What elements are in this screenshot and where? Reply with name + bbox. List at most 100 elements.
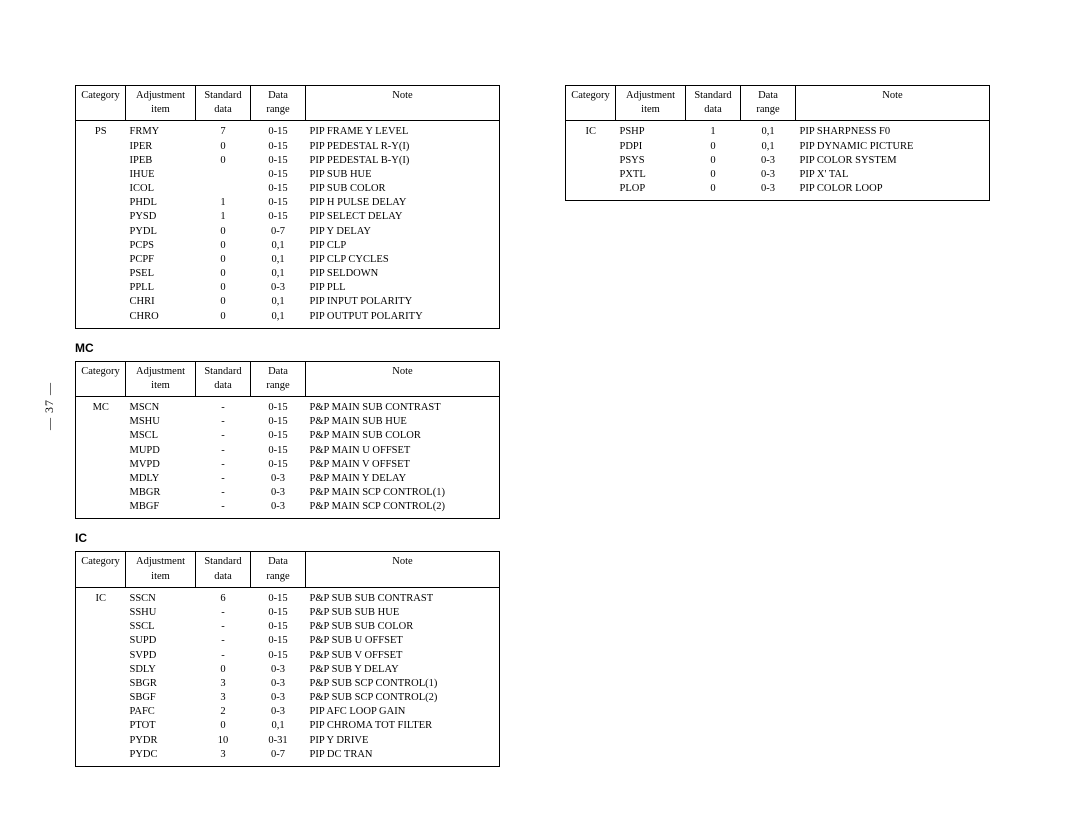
table-cell (76, 634, 126, 648)
table-header: Note (796, 86, 990, 121)
table-cell: PSYS (616, 154, 686, 168)
table-cell (76, 239, 126, 253)
table-cell (76, 168, 126, 182)
table-cell: 0 (196, 253, 251, 267)
table-cell: P&P SUB V OFFSET (306, 649, 500, 663)
table-cell (76, 734, 126, 748)
table-cell: 0-3 (741, 168, 796, 182)
table-row: PSEL00,1PIP SELDOWN (76, 267, 500, 281)
table-header: Adjustmentitem (126, 361, 196, 396)
table-cell: 0-15 (251, 140, 306, 154)
table-cell: MBGR (126, 486, 196, 500)
table-cell: P&P SUB SUB COLOR (306, 620, 500, 634)
table-cell: 0,1 (741, 121, 796, 140)
table-cell: PIP PEDESTAL R-Y(I) (306, 140, 500, 154)
table-header: Datarange (251, 86, 306, 121)
table-cell: - (196, 444, 251, 458)
table-cell (566, 168, 616, 182)
table-cell: IHUE (126, 168, 196, 182)
table-cell: 0-15 (251, 620, 306, 634)
table-cell: SVPD (126, 649, 196, 663)
table-ic1: CategoryAdjustmentitemStandarddataDatara… (75, 551, 500, 766)
table-cell (76, 415, 126, 429)
table-cell: PIP INPUT POLARITY (306, 295, 500, 309)
table-row: MUPD-0-15P&P MAIN U OFFSET (76, 444, 500, 458)
table-cell: PIP DYNAMIC PICTURE (796, 140, 990, 154)
table-row: PTOT00,1PIP CHROMA TOT FILTER (76, 719, 500, 733)
table-cell: 0 (686, 182, 741, 201)
table-cell: CHRO (126, 310, 196, 329)
table-row: PAFC20-3PIP AFC LOOP GAIN (76, 705, 500, 719)
table-cell: 0,1 (251, 267, 306, 281)
table-header: Datarange (251, 552, 306, 587)
table-cell: P&P MAIN V OFFSET (306, 458, 500, 472)
table-cell: 0 (196, 310, 251, 329)
table-cell: 0 (196, 239, 251, 253)
table-row: ICOL0-15PIP SUB COLOR (76, 182, 500, 196)
table-cell: 0-15 (251, 649, 306, 663)
table-cell: 3 (196, 677, 251, 691)
table-cell: P&P SUB SUB CONTRAST (306, 587, 500, 606)
table-cell: PYDC (126, 748, 196, 767)
table-cell: PCPF (126, 253, 196, 267)
table-cell: P&P SUB SCP CONTROL(1) (306, 677, 500, 691)
table-row: MBGR-0-3P&P MAIN SCP CONTROL(1) (76, 486, 500, 500)
table-cell (76, 748, 126, 767)
table-cell: 0-3 (251, 281, 306, 295)
left-column: CategoryAdjustmentitemStandarddataDatara… (75, 85, 500, 767)
table-cell: 0 (196, 719, 251, 733)
table-row: PDPI00,1PIP DYNAMIC PICTURE (566, 140, 990, 154)
table-cell: SDLY (126, 663, 196, 677)
table-cell: 0 (196, 140, 251, 154)
table-cell: MUPD (126, 444, 196, 458)
table-cell: - (196, 606, 251, 620)
table-cell: PDPI (616, 140, 686, 154)
table-header: Standarddata (196, 86, 251, 121)
table-cell: 0 (196, 663, 251, 677)
table-cell (76, 663, 126, 677)
table-row: CHRI00,1PIP INPUT POLARITY (76, 295, 500, 309)
table-cell: PIP PEDESTAL B-Y(I) (306, 154, 500, 168)
table-cell: 0-15 (251, 182, 306, 196)
table-cell: IPER (126, 140, 196, 154)
table-cell: 0-3 (251, 500, 306, 519)
table-cell (76, 429, 126, 443)
table-header: Adjustmentitem (126, 552, 196, 587)
table-cell: 0-7 (251, 748, 306, 767)
table-cell: PYDR (126, 734, 196, 748)
table-ic2: CategoryAdjustmentitemStandarddataDatara… (565, 85, 990, 201)
table-cell: 0-3 (251, 677, 306, 691)
page-number: — 37 — (42, 382, 57, 430)
table-cell: 0-15 (251, 121, 306, 140)
table-cell (76, 719, 126, 733)
table-cell: PSEL (126, 267, 196, 281)
table-row: PCPF00,1PIP CLP CYCLES (76, 253, 500, 267)
table-cell: 0-7 (251, 225, 306, 239)
table-row: PYDR100-31PIP Y DRIVE (76, 734, 500, 748)
table-header: Note (306, 552, 500, 587)
table-cell: 0 (686, 154, 741, 168)
table-header: Standarddata (686, 86, 741, 121)
table-cell: - (196, 429, 251, 443)
table-header: Note (306, 361, 500, 396)
table-row: SBGR30-3P&P SUB SCP CONTROL(1) (76, 677, 500, 691)
table-cell: 0-15 (251, 587, 306, 606)
table-cell: 2 (196, 705, 251, 719)
table-cell: IC (566, 121, 616, 140)
table-row: PHDL10-15PIP H PULSE DELAY (76, 196, 500, 210)
table-cell: 0,1 (251, 719, 306, 733)
table-row: ICSSCN60-15P&P SUB SUB CONTRAST (76, 587, 500, 606)
table-cell: PIP CLP (306, 239, 500, 253)
table-row: MSHU-0-15P&P MAIN SUB HUE (76, 415, 500, 429)
table-cell: 1 (686, 121, 741, 140)
table-row: IPER00-15PIP PEDESTAL R-Y(I) (76, 140, 500, 154)
table-cell: - (196, 415, 251, 429)
table-cell: P&P MAIN SUB HUE (306, 415, 500, 429)
table-cell (76, 677, 126, 691)
table-cell: - (196, 472, 251, 486)
table-cell: 0 (196, 267, 251, 281)
table-cell: 6 (196, 587, 251, 606)
content-columns: CategoryAdjustmentitemStandarddataDatara… (0, 0, 1080, 767)
table-cell (76, 310, 126, 329)
table-cell: 0-3 (251, 663, 306, 677)
